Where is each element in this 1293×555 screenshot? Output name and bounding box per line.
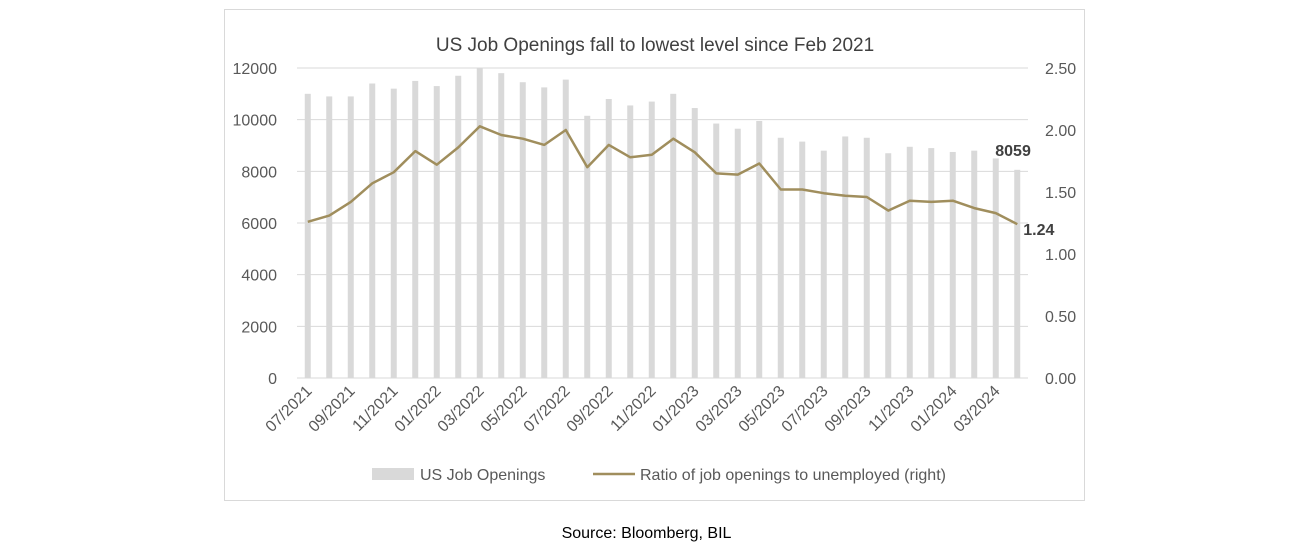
x-tick-label: 03/2024	[951, 383, 1004, 436]
bar	[734, 128, 741, 378]
x-tick-label: 01/2024	[908, 383, 961, 436]
gridlines	[297, 67, 1028, 379]
bar	[326, 96, 333, 379]
legend: US Job Openings Ratio of job openings to…	[372, 467, 946, 484]
x-tick-label: 01/2022	[392, 383, 445, 436]
right-tick-label: 2.50	[1045, 61, 1076, 78]
bar	[928, 148, 935, 378]
last-ratio-value-label: 1.24	[1023, 222, 1054, 239]
bar	[906, 146, 913, 378]
right-tick-label: 0.00	[1045, 371, 1076, 388]
x-tick-label: 03/2022	[435, 383, 488, 436]
right-tick-label: 0.50	[1045, 309, 1076, 326]
right-tick-label: 2.00	[1045, 123, 1076, 140]
left-tick-label: 12000	[233, 61, 278, 78]
x-tick-label: 01/2023	[650, 383, 703, 436]
bar	[885, 153, 892, 378]
bar	[476, 68, 483, 378]
bar	[304, 93, 311, 378]
chart-title: US Job Openings fall to lowest level sin…	[436, 35, 874, 56]
x-tick-label: 05/2022	[478, 383, 531, 436]
line-series	[307, 125, 1018, 226]
left-tick-label: 10000	[233, 113, 278, 130]
legend-label-ratio: Ratio of job openings to unemployed (rig…	[640, 467, 946, 484]
x-tick-label: 09/2023	[822, 383, 875, 436]
annotations: 8059 1.24	[995, 143, 1054, 239]
bar	[777, 137, 784, 378]
right-axis: 0.00 0.50 1.00 1.50 2.00 2.50	[1045, 61, 1076, 388]
chart-frame: US Job Openings fall to lowest level sin…	[224, 9, 1085, 501]
right-tick-label: 1.00	[1045, 247, 1076, 264]
bar	[455, 75, 462, 378]
left-tick-label: 2000	[241, 319, 277, 336]
left-tick-label: 6000	[241, 216, 277, 233]
bar	[799, 141, 806, 378]
bar	[992, 158, 999, 378]
x-axis: 07/202109/202111/202101/202203/202205/20…	[263, 383, 1004, 436]
bar	[713, 123, 720, 379]
bar-series	[304, 68, 1021, 379]
left-tick-label: 4000	[241, 268, 277, 285]
bar	[369, 83, 376, 378]
bar	[562, 79, 569, 378]
ratio-line	[307, 125, 1018, 226]
x-tick-label: 07/2022	[521, 383, 574, 436]
bar	[691, 108, 698, 379]
right-tick-label: 1.50	[1045, 185, 1076, 202]
bar	[412, 80, 419, 379]
x-tick-label: 09/2022	[564, 383, 617, 436]
bar	[971, 150, 978, 378]
left-tick-label: 8000	[241, 164, 277, 181]
x-tick-label: 05/2023	[736, 383, 789, 436]
left-axis: 0 2000 4000 6000 8000 10000 12000	[233, 61, 278, 388]
left-tick-label: 0	[268, 371, 277, 388]
bar	[519, 82, 526, 378]
bar	[863, 137, 870, 378]
source-note: Source: Bloomberg, BIL	[561, 525, 732, 542]
x-tick-label: 03/2023	[693, 383, 746, 436]
bar	[842, 136, 849, 378]
bar	[347, 96, 354, 379]
chart-svg: US Job Openings fall to lowest level sin…	[233, 35, 1077, 484]
bar	[949, 151, 956, 378]
x-tick-label: 07/2023	[779, 383, 832, 436]
legend-label-job-openings: US Job Openings	[420, 467, 545, 484]
bar	[390, 88, 397, 379]
bar	[670, 93, 677, 378]
bar	[756, 120, 763, 378]
bar	[584, 115, 591, 379]
bar	[648, 101, 655, 378]
bar	[627, 105, 634, 378]
x-tick-label: 09/2021	[306, 383, 359, 436]
last-bar-value-label: 8059	[995, 143, 1031, 160]
x-tick-label: 07/2021	[263, 383, 316, 436]
bar	[433, 86, 440, 378]
bar	[498, 73, 505, 378]
bar	[820, 150, 827, 378]
bar	[541, 87, 548, 378]
legend-swatch-job-openings	[372, 468, 414, 480]
bar	[605, 99, 612, 378]
bar	[1014, 169, 1021, 378]
